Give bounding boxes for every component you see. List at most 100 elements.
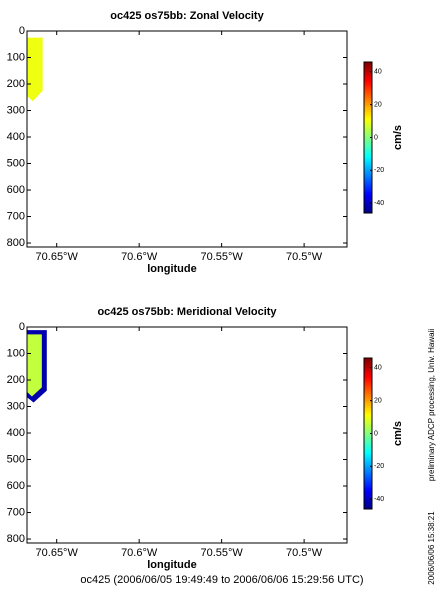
colorbar-cell	[364, 80, 372, 84]
x-axis-label: longitude	[147, 263, 197, 275]
colorbar-cell	[364, 208, 372, 212]
colorbar-tick-label: 40	[374, 365, 382, 372]
colorbar-cell	[364, 95, 372, 98]
colorbar-cell	[364, 442, 372, 446]
colorbar-cell	[364, 391, 372, 394]
x-tick-label: 70.6°W	[121, 251, 158, 263]
y-tick-label: 700	[7, 506, 25, 518]
colorbar-cell	[364, 177, 372, 181]
colorbar-cell	[364, 191, 372, 195]
colorbar-cell	[364, 431, 372, 434]
y-tick-label: 400	[7, 427, 25, 439]
y-tick-label: 800	[7, 533, 25, 545]
colorbar-cell	[364, 405, 372, 409]
colorbar-cell	[364, 487, 372, 491]
colorbar-cell	[364, 135, 372, 138]
y-tick-label: 0	[19, 321, 25, 333]
colorbar-cell	[364, 457, 372, 460]
colorbar-cell	[364, 156, 372, 160]
y-tick-label: 700	[7, 210, 25, 222]
colorbar-cell	[364, 203, 372, 207]
colorbar-tick-label: -20	[374, 167, 384, 174]
colorbar-cell	[364, 412, 372, 416]
colorbar-cell	[364, 198, 372, 202]
colorbar-cell	[364, 362, 372, 366]
colorbar-cell	[364, 376, 372, 380]
velocity-region	[27, 334, 42, 397]
colorbar-cell	[364, 381, 372, 385]
colorbar-cell	[364, 69, 372, 72]
axes-box	[26, 30, 348, 248]
colorbar-cell	[364, 125, 372, 129]
colorbar-tick-label: 0	[374, 430, 378, 437]
colorbar-cell	[364, 151, 372, 155]
colorbar-cell	[364, 182, 372, 186]
colorbar-cell	[364, 419, 372, 423]
timestamp: 2006/06/06 15:38:21	[427, 511, 436, 585]
colorbar-cell	[364, 428, 372, 432]
colorbar-cell	[364, 365, 372, 368]
colorbar-cell	[364, 142, 372, 146]
x-tick-label: 70.65°W	[36, 251, 79, 263]
x-tick-label: 70.6°W	[121, 547, 158, 559]
colorbar-cell	[364, 445, 372, 449]
colorbar-cell	[364, 163, 372, 167]
colorbar-cell	[364, 433, 372, 437]
colorbar-tick-label: -40	[374, 200, 384, 207]
y-tick-label: 500	[7, 453, 25, 465]
colorbar-cell	[364, 407, 372, 411]
colorbar-cell	[364, 158, 372, 162]
colorbar-cell	[364, 78, 372, 82]
colorbar-cell	[364, 102, 372, 105]
y-tick-label: 600	[7, 184, 25, 196]
x-tick-label: 70.65°W	[36, 547, 79, 559]
colorbar-cell	[364, 501, 372, 505]
colorbar-cell	[364, 499, 372, 503]
y-tick-label: 200	[7, 78, 25, 90]
colorbar-cell	[364, 187, 372, 190]
colorbar-cell	[364, 118, 372, 122]
colorbar-cell	[364, 109, 372, 113]
y-tick-label: 400	[7, 131, 25, 143]
colorbar-cell	[364, 421, 372, 425]
colorbar-cell	[364, 372, 372, 376]
colorbar-cell	[364, 85, 372, 89]
colorbar-cell	[364, 414, 372, 418]
colorbar-cell	[364, 395, 372, 399]
colorbar-cell	[364, 459, 372, 463]
y-tick-label: 100	[7, 347, 25, 359]
y-tick-label: 200	[7, 374, 25, 386]
x-tick-label: 70.55°W	[200, 547, 243, 559]
colorbar-cell	[364, 128, 372, 131]
colorbar-cell	[364, 90, 372, 94]
colorbar-cell	[364, 360, 372, 364]
colorbar-cell	[364, 104, 372, 108]
colorbar-cell	[364, 113, 372, 117]
y-tick-label: 500	[7, 157, 25, 169]
colorbar-cell	[364, 450, 372, 453]
colorbar-cell	[364, 161, 372, 164]
colorbar-cell	[364, 99, 372, 103]
colorbar-cell	[364, 71, 372, 75]
colorbar-cell	[364, 120, 372, 124]
colorbar-cell	[364, 383, 372, 387]
colorbar-cell	[364, 492, 372, 496]
colorbar-cell	[364, 461, 372, 465]
colorbar-cell	[364, 196, 372, 200]
colorbar-cell	[364, 440, 372, 444]
colorbar-cell	[364, 480, 372, 484]
colorbar-cell	[364, 76, 372, 80]
chart-title: oc425 os75bb: Zonal Velocity	[110, 10, 264, 22]
colorbar-cell	[364, 447, 372, 451]
x-tick-label: 70.5°W	[286, 251, 323, 263]
colorbar-cell	[364, 379, 372, 383]
colorbar-cell	[364, 374, 372, 378]
colorbar-cell	[364, 184, 372, 188]
colorbar-cell	[364, 367, 372, 371]
colorbar-cell	[364, 386, 372, 390]
colorbar-cell	[364, 398, 372, 401]
colorbar-cell	[364, 168, 372, 172]
colorbar-cell	[364, 424, 372, 427]
colorbar-cell	[364, 111, 372, 115]
